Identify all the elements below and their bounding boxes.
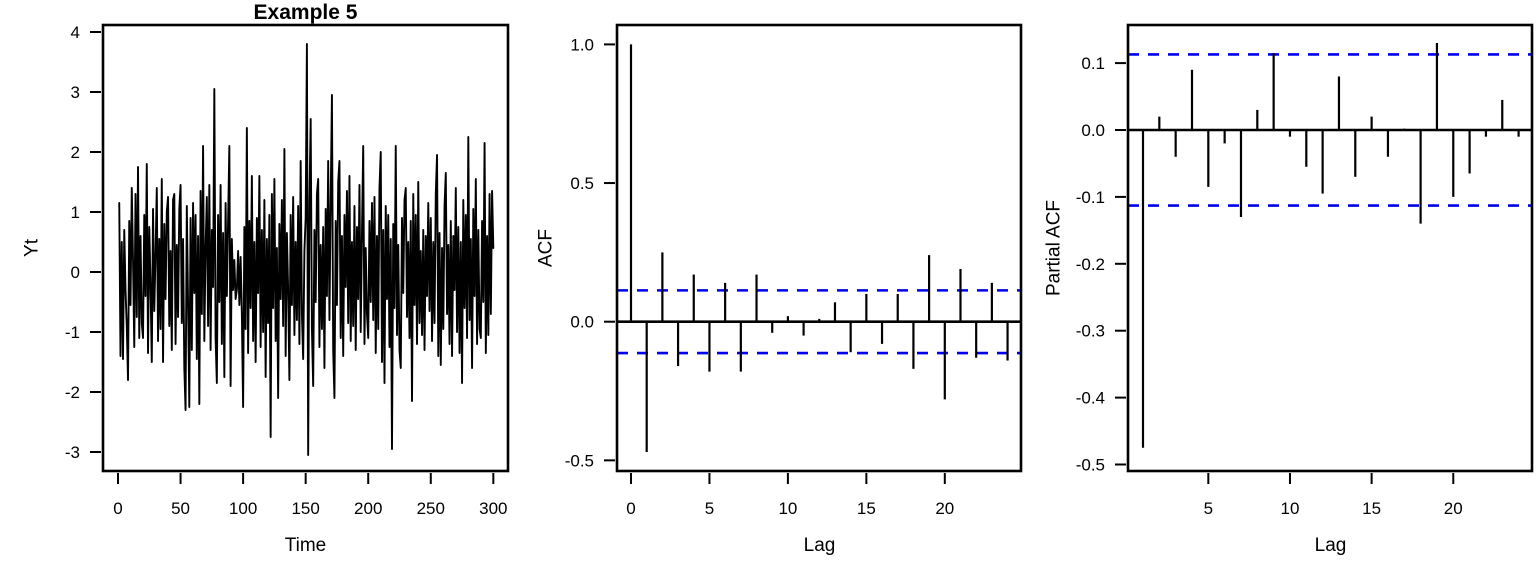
acf-y-tick-label: 1.0 (570, 35, 594, 54)
pacf-x-tick-label: 5 (1204, 499, 1213, 518)
timeseries-y-tick-label: 1 (71, 203, 80, 222)
pacf-y-tick-label: 0.1 (1081, 54, 1105, 73)
timeseries-x-tick-label: 50 (171, 499, 190, 518)
timeseries-x-tick-label: 0 (113, 499, 122, 518)
pacf-x-tick-label: 10 (1281, 499, 1300, 518)
pacf-plot-box (1126, 23, 1534, 473)
pacf-y-tick-label: -0.1 (1076, 188, 1105, 207)
timeseries-x-tick-label: 300 (479, 499, 507, 518)
pacf-y-tick-label: -0.2 (1076, 255, 1105, 274)
acf-plot-box (615, 23, 1023, 473)
acf-y-tick-label: -0.5 (565, 451, 594, 470)
timeseries-y-tick-label: 4 (71, 23, 80, 42)
timeseries-title: Example 5 (253, 1, 358, 24)
pacf-ylabel: Partial ACF (1043, 199, 1065, 297)
acf-x-tick-label: 15 (857, 499, 876, 518)
timeseries-x-tick-label: 250 (417, 499, 445, 518)
acf-x-tick-label: 10 (778, 499, 797, 518)
timeseries-x-tick-label: 100 (229, 499, 257, 518)
timeseries-y-tick-label: -2 (65, 383, 80, 402)
acf-x-tick-label: 5 (705, 499, 714, 518)
acf-y-tick-label: 0.5 (570, 174, 594, 193)
timeseries-y-tick-label: 3 (71, 83, 80, 102)
pacf-xlabel: Lag (1314, 535, 1347, 556)
pacf-x-tick-label: 20 (1444, 499, 1463, 518)
timeseries-series-line (118, 43, 495, 456)
acf-x-tick-label: 0 (626, 499, 635, 518)
acf-x-tick-label: 20 (935, 499, 954, 518)
pacf-y-tick-label: -0.4 (1076, 389, 1105, 408)
pacf-y-tick-label: -0.5 (1076, 456, 1105, 475)
pacf-y-tick-label: -0.3 (1076, 322, 1105, 341)
timeseries-y-tick-label: -3 (65, 443, 80, 462)
timeseries-y-tick-label: -1 (65, 323, 80, 342)
timeseries-x-tick-label: 200 (354, 499, 382, 518)
timeseries-plot-box (101, 23, 510, 473)
timeseries-x-tick-label: 150 (291, 499, 319, 518)
timeseries-y-tick-label: 0 (71, 263, 80, 282)
acf-y-tick-label: 0.0 (570, 313, 594, 332)
acf-xlabel: Lag (803, 535, 836, 556)
pacf-x-tick-label: 15 (1362, 499, 1381, 518)
acf-ylabel: ACF (535, 229, 557, 267)
timeseries-y-tick-label: 2 (71, 143, 80, 162)
timeseries-xlabel: Time (284, 535, 327, 556)
pacf-y-tick-label: 0.0 (1081, 121, 1105, 140)
timeseries-ylabel: Yt (21, 239, 43, 257)
